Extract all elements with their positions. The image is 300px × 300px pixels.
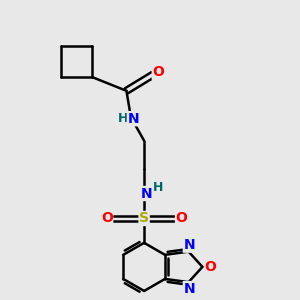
Text: H: H — [153, 181, 164, 194]
Text: O: O — [152, 65, 164, 79]
Text: N: N — [141, 187, 152, 200]
Text: H: H — [118, 112, 129, 125]
Text: O: O — [176, 212, 188, 226]
Text: O: O — [205, 260, 217, 274]
Text: O: O — [101, 212, 113, 226]
Text: N: N — [128, 112, 139, 126]
Text: N: N — [183, 238, 195, 252]
Text: N: N — [183, 282, 195, 296]
Text: S: S — [139, 212, 149, 226]
